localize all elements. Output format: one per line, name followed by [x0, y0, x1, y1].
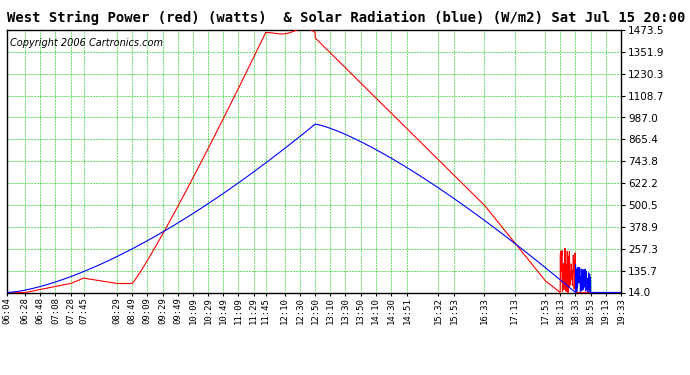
Text: West String Power (red) (watts)  & Solar Radiation (blue) (W/m2) Sat Jul 15 20:0: West String Power (red) (watts) & Solar …	[7, 11, 685, 26]
Text: Copyright 2006 Cartronics.com: Copyright 2006 Cartronics.com	[10, 38, 163, 48]
